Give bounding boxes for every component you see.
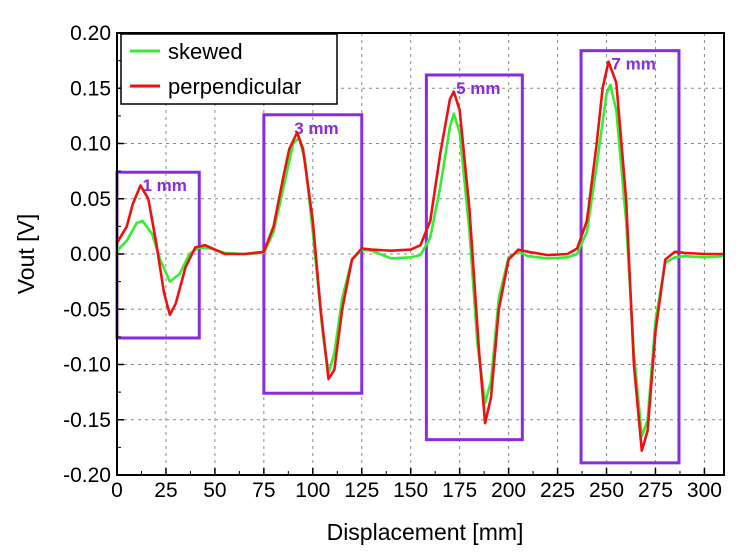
- x-tick-label: 275: [638, 479, 673, 502]
- y-tick-label: -0.05: [63, 298, 111, 321]
- x-tick-label: 100: [295, 479, 330, 502]
- x-tick-label: 225: [540, 479, 575, 502]
- legend: skewed perpendicular: [120, 33, 338, 105]
- y-tick-label: 0.05: [70, 188, 111, 211]
- x-tick-label: 50: [203, 479, 226, 502]
- y-axis-title: Vout [V]: [13, 214, 39, 295]
- x-axis-title: Displacement [mm]: [327, 519, 524, 545]
- y-tick-label: -0.20: [63, 464, 111, 487]
- annotation-label: 7 mm: [611, 55, 655, 74]
- y-tick-label: -0.10: [63, 354, 111, 377]
- legend-label-skewed: skewed: [168, 39, 243, 64]
- series-lines: [115, 60, 726, 452]
- annotation-label: 5 mm: [456, 79, 500, 98]
- y-tick-label: 0.00: [70, 243, 111, 266]
- annotation-label: 3 mm: [294, 119, 338, 138]
- x-tick-label: 250: [589, 479, 624, 502]
- series-line-skewed: [115, 83, 726, 438]
- legend-label-perpendicular: perpendicular: [168, 74, 301, 99]
- y-tick-label: 0.20: [70, 22, 111, 45]
- series-line-perpendicular: [115, 60, 726, 452]
- axes: 0 25 50 75 100 125 150 175 200 225 250 275 300 0.20 0.…: [63, 22, 725, 502]
- x-tick-label: 75: [252, 479, 275, 502]
- x-tick-label: 300: [687, 479, 722, 502]
- x-tick-label: 25: [154, 479, 177, 502]
- annotation-boxes: 1 mm 3 mm 5 mm 7 mm: [115, 49, 681, 465]
- annotation-label: 1 mm: [142, 176, 186, 195]
- x-tick-label: 200: [491, 479, 526, 502]
- x-tick-label: 150: [393, 479, 428, 502]
- x-tick-label: 0: [111, 479, 123, 502]
- annotation-box: [424, 73, 524, 442]
- y-tick-label: -0.15: [63, 409, 111, 432]
- x-tick-label: 125: [344, 479, 379, 502]
- y-tick-label: 0.15: [70, 77, 111, 100]
- x-tick-label: 175: [442, 479, 477, 502]
- y-tick-label: 0.10: [70, 133, 111, 156]
- legend-box: [120, 33, 338, 105]
